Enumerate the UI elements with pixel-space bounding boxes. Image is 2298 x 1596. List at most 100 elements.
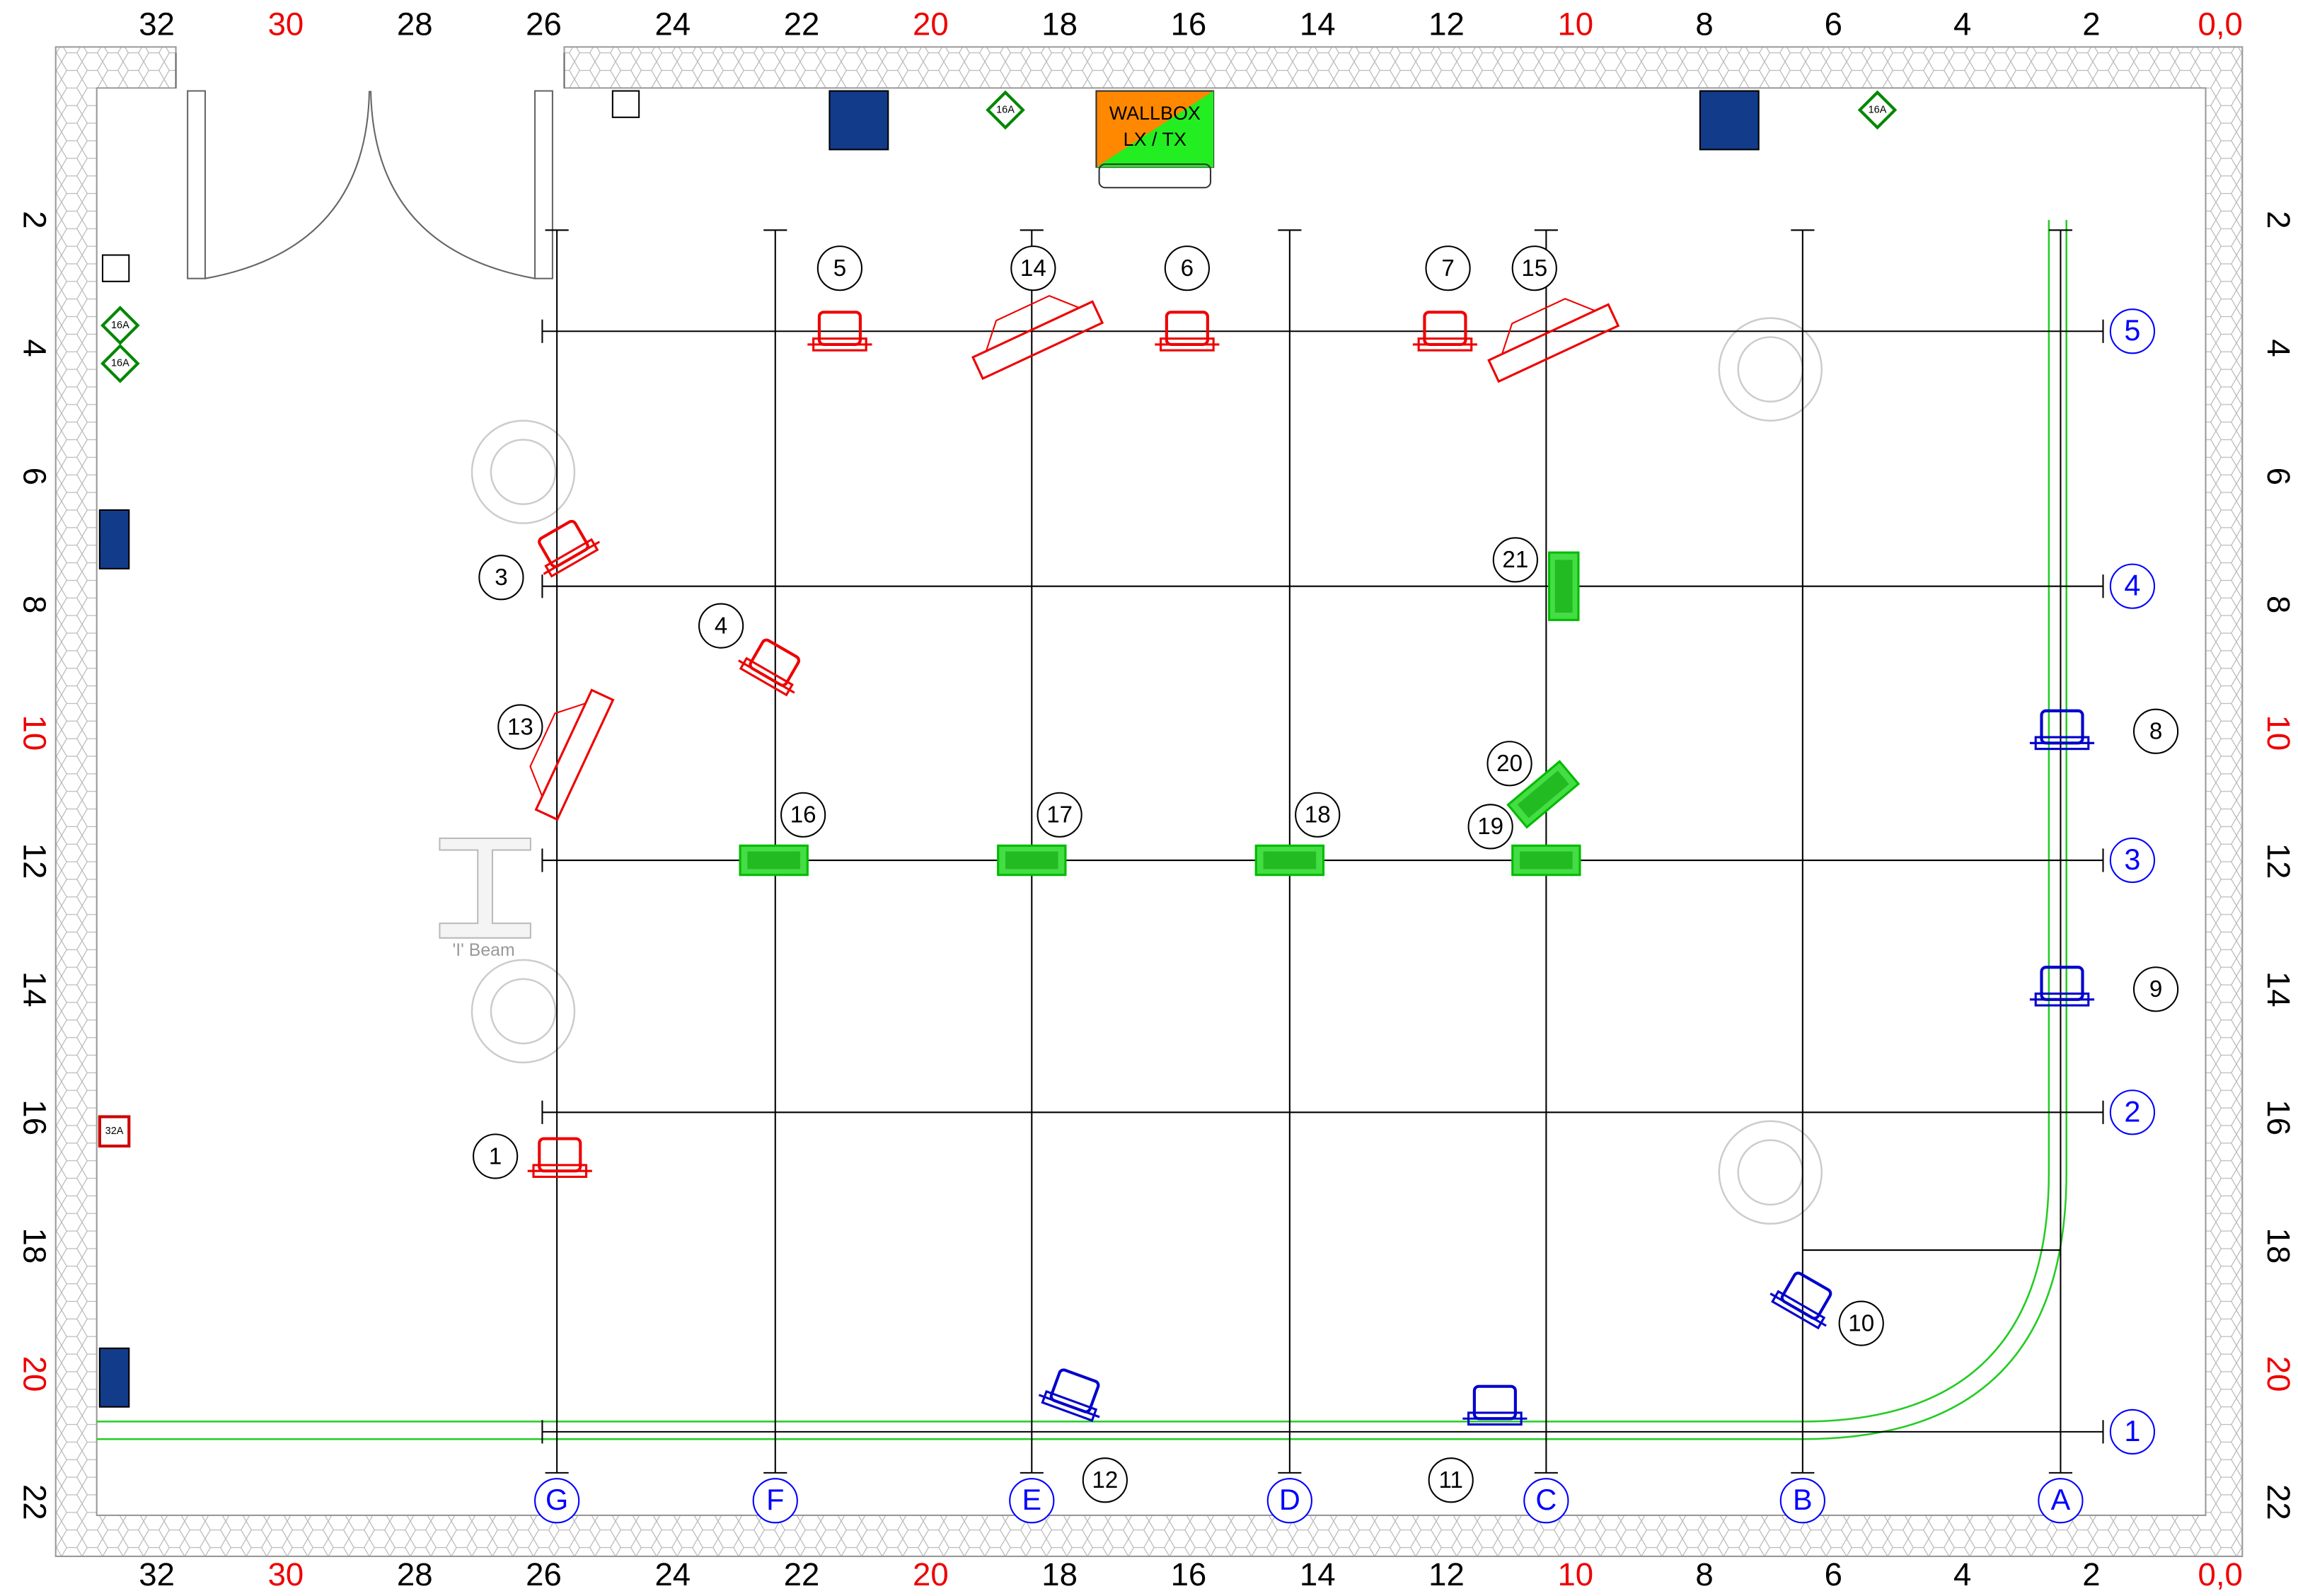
fixture-label: 10 <box>1848 1310 1874 1336</box>
ruler-label: 4 <box>2261 339 2297 357</box>
ruler-label: 10 <box>1557 6 1593 42</box>
ruler-label: 16 <box>1171 6 1207 42</box>
fixture-label: 17 <box>1046 802 1073 828</box>
ruler-label: 10 <box>2261 715 2297 751</box>
power-label: 16A <box>111 320 129 331</box>
grid-label: 5 <box>2124 314 2140 347</box>
fixture <box>740 845 807 874</box>
ruler-label: 6 <box>17 468 53 485</box>
fixture-label: 18 <box>1305 802 1331 828</box>
ruler-label: 20 <box>17 1356 53 1392</box>
fixture-lens <box>1555 560 1573 613</box>
fixture-label: 13 <box>507 714 533 740</box>
fixture-label: 19 <box>1477 814 1503 840</box>
power-label: 16A <box>111 358 129 369</box>
ruler-label: 12 <box>1428 6 1465 42</box>
ruler-label: 32 <box>139 1556 175 1592</box>
ruler-label: 2 <box>2082 6 2100 42</box>
socket-box <box>829 91 888 150</box>
ruler-label: 8 <box>1695 6 1713 42</box>
box-icon <box>613 91 639 117</box>
fixture-lens <box>747 852 800 869</box>
ruler-label: 6 <box>1825 6 1842 42</box>
wallbox-label: WALLBOX <box>1109 103 1201 124</box>
ruler-label: 28 <box>397 1556 433 1592</box>
fixture-lens <box>1520 852 1573 869</box>
ruler-label: 22 <box>784 6 820 42</box>
wallbox-label: LX / TX <box>1124 129 1186 150</box>
ruler-label: 24 <box>654 6 691 42</box>
ruler-label: 4 <box>1953 1556 1971 1592</box>
fixture-label: 11 <box>1439 1467 1463 1493</box>
ruler-label: 2 <box>2082 1556 2100 1592</box>
ruler-label: 6 <box>1825 1556 1842 1592</box>
beam-label: 'I' Beam <box>452 941 514 960</box>
fixture-label: 15 <box>1521 255 1547 282</box>
fixture-label: 7 <box>1441 255 1454 282</box>
ruler-label: 0,0 <box>2198 1556 2243 1592</box>
power-label: 16A <box>1869 104 1887 115</box>
ruler-label: 28 <box>397 6 433 42</box>
fixture-label: 4 <box>715 613 727 639</box>
fixture-label: 14 <box>1020 255 1046 282</box>
ruler-label: 14 <box>1300 1556 1336 1592</box>
ruler-label: 12 <box>1428 1556 1465 1592</box>
fixture <box>998 845 1066 874</box>
fixture-label: 1 <box>489 1143 502 1169</box>
grid-label: E <box>1022 1484 1041 1516</box>
ruler-label: 18 <box>1041 6 1078 42</box>
grid-label: G <box>545 1484 568 1516</box>
power-label: 32A <box>105 1126 124 1137</box>
ruler-label: 2 <box>17 211 53 229</box>
ruler-label: 8 <box>1695 1556 1713 1592</box>
grid-label: 1 <box>2124 1415 2140 1447</box>
ruler-label: 6 <box>2261 468 2297 485</box>
ruler-label: 10 <box>17 715 53 751</box>
grid-label: B <box>1793 1484 1813 1516</box>
ruler-label: 12 <box>2261 843 2297 879</box>
ruler-label: 18 <box>17 1227 53 1264</box>
grid-label: A <box>2051 1484 2071 1516</box>
ruler-label: 26 <box>526 6 562 42</box>
ruler-label: 26 <box>526 1556 562 1592</box>
grid-label: 4 <box>2124 569 2140 602</box>
grid-label: D <box>1279 1484 1300 1516</box>
ruler-label: 16 <box>1171 1556 1207 1592</box>
ruler-label: 0,0 <box>2198 6 2243 42</box>
ruler-label: 22 <box>2261 1484 2297 1520</box>
fixture-label: 6 <box>1181 255 1194 282</box>
ruler-label: 8 <box>2261 596 2297 613</box>
power-label: 16A <box>996 104 1015 115</box>
ruler-label: 14 <box>2261 971 2297 1007</box>
ruler-label: 16 <box>2261 1099 2297 1135</box>
ruler-label: 20 <box>913 6 949 42</box>
ruler-label: 20 <box>913 1556 949 1592</box>
ruler-label: 22 <box>784 1556 820 1592</box>
fixture <box>1513 845 1580 874</box>
socket-box <box>1700 91 1759 150</box>
socket-box <box>100 510 129 569</box>
ruler-label: 18 <box>2261 1227 2297 1264</box>
ruler-label: 18 <box>1041 1556 1078 1592</box>
grid-label: 2 <box>2124 1095 2140 1128</box>
fixture-label: 8 <box>2149 719 2162 745</box>
grid-label: C <box>1535 1484 1557 1516</box>
ruler-label: 4 <box>17 339 53 357</box>
ruler-label: 2 <box>2261 211 2297 229</box>
ruler-label: 14 <box>17 971 53 1007</box>
fixture-label: 16 <box>790 802 816 828</box>
ruler-label: 8 <box>17 596 53 613</box>
ruler-label: 24 <box>654 1556 691 1592</box>
fixture-lens <box>1005 852 1058 869</box>
socket-box <box>100 1348 129 1407</box>
ruler-label: 10 <box>1557 1556 1593 1592</box>
grid-label: 3 <box>2124 843 2140 876</box>
fixture-label: 9 <box>2149 976 2162 1002</box>
ruler-label: 32 <box>139 6 175 42</box>
ruler-label: 4 <box>1953 6 1971 42</box>
fixture <box>1549 553 1578 620</box>
ruler-label: 14 <box>1300 6 1336 42</box>
lighting-plot: WALLBOX LX / TX 'I' Beam 323230302828262… <box>0 0 2298 1596</box>
fixture-label: 5 <box>833 255 846 282</box>
grid-label: F <box>766 1484 784 1516</box>
